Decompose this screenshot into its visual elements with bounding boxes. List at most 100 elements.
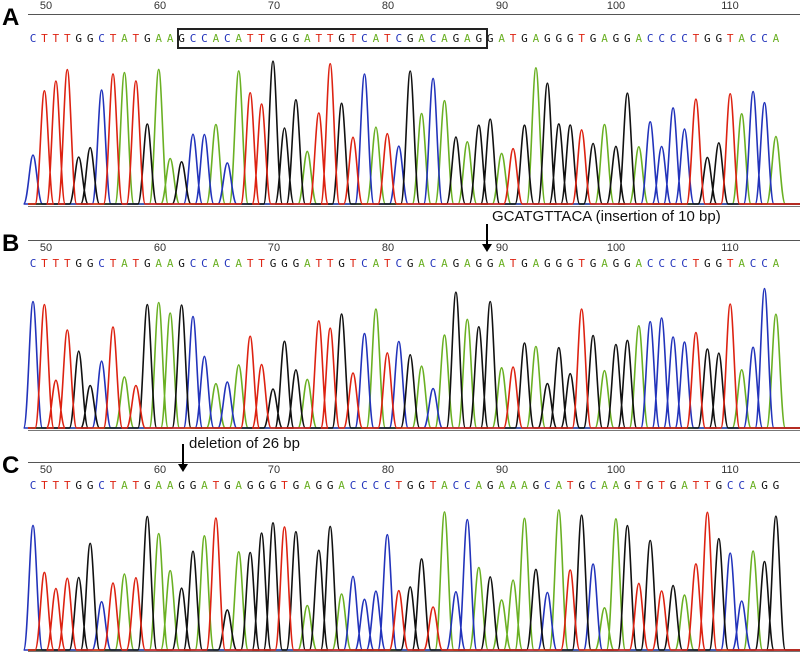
base-call: A — [235, 479, 243, 492]
base-call: G — [418, 479, 425, 492]
tick-label: 100 — [606, 0, 626, 12]
base-call: A — [601, 257, 608, 270]
base-call: G — [646, 479, 654, 492]
base-call: C — [738, 479, 745, 492]
base-call: T — [326, 257, 334, 270]
base-call: G — [281, 257, 288, 270]
base-call: T — [315, 257, 323, 270]
base-call: T — [704, 479, 711, 492]
tick-label: 60 — [153, 242, 167, 254]
base-call: T — [52, 257, 60, 270]
base-call: T — [349, 257, 357, 270]
base-call: A — [521, 479, 528, 492]
base-call: A — [201, 479, 208, 492]
base-call: G — [406, 32, 414, 45]
base-call: G — [75, 257, 83, 270]
tick-label: 50 — [39, 0, 53, 12]
base-call: T — [281, 479, 288, 492]
base-call: G — [292, 479, 300, 492]
base-call: G — [624, 257, 631, 270]
trace-t — [28, 62, 800, 205]
base-call: T — [52, 32, 60, 45]
base-call: A — [532, 257, 540, 270]
base-call: C — [429, 257, 437, 270]
base-call: A — [772, 32, 780, 45]
base-call: T — [63, 257, 71, 270]
trace-c — [22, 73, 800, 205]
base-call: T — [258, 257, 265, 270]
base-call: C — [384, 479, 391, 492]
base-call: C — [749, 32, 757, 45]
base-call: A — [555, 479, 563, 492]
base-call: G — [669, 479, 677, 492]
panel-c-arrow-shaft — [182, 444, 184, 466]
base-call: T — [109, 32, 117, 45]
base-call: C — [464, 479, 471, 492]
base-call: T — [566, 479, 574, 492]
base-call: A — [635, 32, 643, 45]
base-call: C — [223, 32, 231, 45]
panel-c-deletion-label: deletion of 26 bp — [189, 435, 300, 452]
base-call: T — [63, 479, 71, 492]
base-call: A — [601, 479, 608, 492]
base-call: C — [189, 32, 197, 45]
base-call: C — [361, 32, 368, 45]
base-call: G — [143, 257, 151, 270]
base-call: C — [658, 257, 665, 270]
base-call: G — [269, 479, 277, 492]
base-call: A — [498, 479, 505, 492]
base-call: G — [544, 32, 551, 45]
base-call: T — [315, 32, 323, 45]
base-call: C — [749, 257, 757, 270]
base-call: G — [143, 32, 151, 45]
base-call: T — [578, 257, 585, 270]
base-call: A — [155, 479, 163, 492]
panel-c-chromatogram — [22, 509, 800, 651]
base-call: C — [29, 32, 37, 45]
base-call: G — [86, 257, 94, 270]
tick-label: 80 — [381, 0, 395, 12]
base-call: A — [635, 257, 643, 270]
tick-label: 110 — [721, 0, 739, 12]
base-call: A — [166, 257, 174, 270]
base-call: T — [578, 32, 585, 45]
base-call: T — [132, 32, 140, 45]
base-call: G — [246, 479, 254, 492]
base-call: A — [155, 32, 163, 45]
base-call: C — [361, 479, 368, 492]
base-call: G — [521, 257, 528, 270]
base-call: G — [555, 32, 563, 45]
panel-a-target-box — [177, 28, 488, 49]
base-call: G — [704, 257, 711, 270]
base-call: A — [612, 479, 620, 492]
base-call: T — [258, 32, 265, 45]
base-call: A — [338, 479, 345, 492]
base-call: G — [612, 257, 620, 270]
base-call: G — [555, 257, 563, 270]
base-call: A — [155, 257, 163, 270]
base-call: C — [761, 257, 768, 270]
base-call: T — [109, 257, 117, 270]
base-call: A — [212, 32, 220, 45]
base-call: C — [98, 32, 105, 45]
panel-a-chromatogram — [22, 60, 800, 205]
base-call: G — [544, 257, 551, 270]
base-call: C — [681, 257, 688, 270]
base-call: C — [395, 257, 403, 270]
base-call: A — [304, 479, 311, 492]
base-call: A — [498, 32, 505, 45]
base-call: T — [509, 32, 517, 45]
base-call: C — [189, 257, 197, 270]
base-call: G — [589, 32, 597, 45]
trace-a — [28, 301, 800, 429]
base-call: T — [635, 479, 643, 492]
base-call: T — [349, 32, 357, 45]
panel-a-ruler — [28, 14, 800, 15]
panel-b-arrow-icon — [482, 244, 492, 252]
base-call: C — [98, 257, 105, 270]
base-call: G — [406, 257, 414, 270]
base-call: G — [589, 257, 597, 270]
base-call: C — [544, 479, 551, 492]
